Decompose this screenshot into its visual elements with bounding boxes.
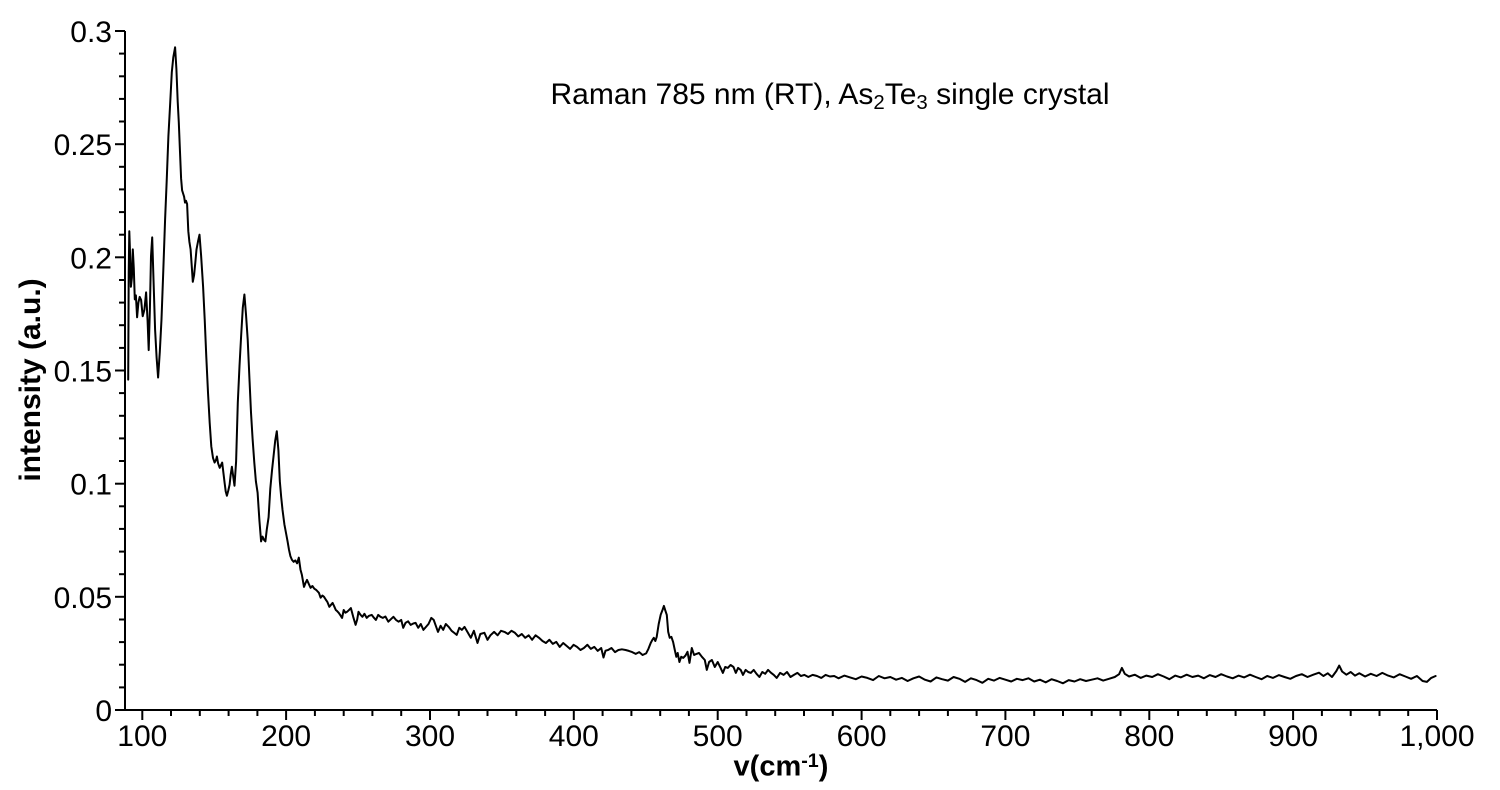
x-tick-label: 900 — [1268, 720, 1318, 753]
y-tick-label: 0.25 — [54, 129, 112, 162]
y-tick-label: 0.1 — [70, 469, 112, 502]
x-tick-label: 700 — [980, 720, 1030, 753]
sub-text: 3 — [916, 92, 928, 115]
x-axis-label: v(cm-1) — [733, 750, 829, 783]
chart-title: Raman 785 nm (RT), As2Te3 single crystal — [550, 78, 1110, 115]
y-tick-label: 0 — [95, 695, 112, 728]
x-tick-label: 300 — [405, 720, 455, 753]
y-tick-label: 0.05 — [54, 582, 112, 615]
sub-text: 2 — [873, 92, 885, 115]
y-tick-label: 0.15 — [54, 356, 112, 389]
x-tick-label: 1,000 — [1399, 720, 1474, 753]
x-tick-label: 200 — [261, 720, 311, 753]
sup-text: -1 — [801, 750, 819, 772]
x-tick-label: 400 — [549, 720, 599, 753]
spectrum-line — [127, 46, 1437, 685]
x-tick-label: 600 — [837, 720, 887, 753]
x-tick-label: 800 — [1124, 720, 1174, 753]
y-axis-label: intensity (a.u.) — [14, 278, 47, 482]
y-tick-label: 0.2 — [70, 242, 112, 275]
y-tick-label: 0.3 — [70, 16, 112, 49]
x-tick-label: 500 — [693, 720, 743, 753]
x-tick-label: 100 — [117, 720, 167, 753]
